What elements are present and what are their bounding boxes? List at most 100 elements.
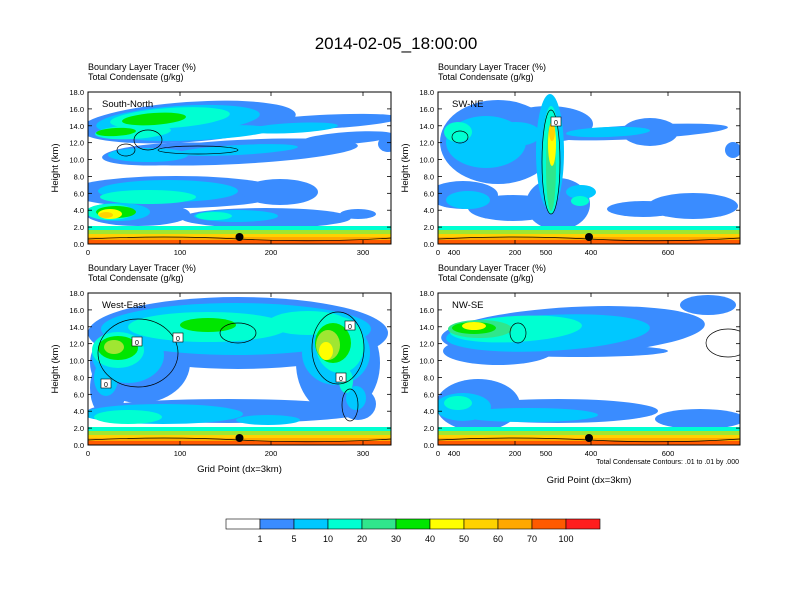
y-tick-label: 2.0 <box>74 223 84 232</box>
x-tick-label: 500 <box>540 248 553 257</box>
field <box>438 293 740 445</box>
plot-frame <box>87 91 392 245</box>
colorbar-swatch <box>361 518 397 530</box>
y-tick-label: 0.0 <box>74 240 84 249</box>
field-level <box>319 342 333 360</box>
y-tick-label: 0.0 <box>74 441 84 450</box>
y-tick-label: 4.0 <box>74 206 84 215</box>
colorbar-swatch <box>497 518 533 530</box>
x-tick-label: 100 <box>174 449 187 458</box>
x-axis-label: Grid Point (dx=3km) <box>197 464 282 475</box>
contour-label-text: 0 <box>135 340 139 347</box>
colorbar-label: 20 <box>357 534 367 544</box>
x-axis-label: Grid Point (dx=3km) <box>547 475 632 486</box>
location-marker <box>235 434 244 442</box>
y-tick-label: 8.0 <box>424 172 434 181</box>
y-tick-label: 4.0 <box>74 407 84 416</box>
panel-title-line1: Boundary Layer Tracer (%) <box>438 62 546 72</box>
y-tick-label: 10.0 <box>419 357 434 366</box>
panel-title-line2: Total Condensate (g/kg) <box>88 273 184 283</box>
contour-label-text: 0 <box>104 382 108 389</box>
location-marker <box>235 233 244 241</box>
colorbar-label: 40 <box>425 534 435 544</box>
colorbar-label: 5 <box>291 534 296 544</box>
y-tick-label: 8.0 <box>74 172 84 181</box>
contour-label-text: 0 <box>554 120 558 127</box>
x-tick-label: 100 <box>174 248 187 257</box>
y-axis-label: Height (km) <box>400 143 411 192</box>
panel-title-line1: Boundary Layer Tracer (%) <box>88 263 196 273</box>
field <box>88 92 391 244</box>
y-tick-label: 2.0 <box>74 424 84 433</box>
panel-1: 0.0 2.0 4.0 6.0 8.0 10.0 12.0 14.0 16.0 18.0 0 100 2… <box>50 62 552 257</box>
y-tick-label: 6.0 <box>424 189 434 198</box>
plot-area: 00.02.04.06.08.010.012.014.016.018.00 200… <box>419 88 741 257</box>
y-tick-label: 0.0 <box>424 240 434 249</box>
y-axis-label: Height (km) <box>400 344 411 393</box>
y-tick-label: 14.0 <box>69 323 84 332</box>
plot-area: 000000.02.04.06.08.010.012.014.016.018.0… <box>69 289 552 458</box>
y-tick-label: 12.0 <box>419 340 434 349</box>
x-tick-label: 0 <box>436 449 440 458</box>
contour-label: 0 <box>100 378 112 389</box>
plot-frame <box>437 91 741 245</box>
y-tick-label: 6.0 <box>74 189 84 198</box>
x-tick-label: 500 <box>540 449 553 458</box>
contour-label: 0 <box>335 372 347 383</box>
colorbar-label: 30 <box>391 534 401 544</box>
colorbar-swatch <box>429 518 465 530</box>
y-tick-label: 4.0 <box>424 206 434 215</box>
colorbar-label: 50 <box>459 534 469 544</box>
x-tick-label: 200 <box>509 248 522 257</box>
panel-title-line1: Boundary Layer Tracer (%) <box>438 263 546 273</box>
field-level <box>462 322 486 330</box>
panels: 0.0 2.0 4.0 6.0 8.0 10.0 12.0 14.0 16.0 18.0 0 100 2… <box>50 62 741 486</box>
x-tick-label: 400 <box>585 449 598 458</box>
colorbar-label: 10 <box>323 534 333 544</box>
y-tick-label: 6.0 <box>74 390 84 399</box>
panel-3: 000000.02.04.06.08.010.012.014.016.018.0… <box>50 263 552 475</box>
y-axis-label: Height (km) <box>50 344 61 393</box>
x-tick-label: 300 <box>357 449 370 458</box>
colorbar-label: 60 <box>493 534 503 544</box>
colorbar-swatch <box>531 518 567 530</box>
field-level <box>549 123 555 141</box>
contour-label: 0 <box>131 336 143 347</box>
contour-label: 0 <box>344 320 356 331</box>
y-tick-label: 18.0 <box>419 88 434 97</box>
contour-label-text: 0 <box>339 376 343 383</box>
y-tick-label: 16.0 <box>419 105 434 114</box>
y-tick-label: 16.0 <box>69 105 84 114</box>
x-tick-label: 300 <box>357 248 370 257</box>
x-tick-label: 200 <box>265 449 278 458</box>
x-tick-label: 400 <box>585 248 598 257</box>
colorbar: 1 5 10 20 30 40 50 60 70 100 <box>225 518 601 544</box>
y-tick-label: 14.0 <box>419 323 434 332</box>
panel-label: SW-NE <box>452 99 484 110</box>
panel-2: 00.02.04.06.08.010.012.014.016.018.00 200… <box>400 62 741 257</box>
plot-area: 0.0 2.0 4.0 6.0 8.0 10.0 12.0 14.0 16.0 18.0 0 100 2… <box>69 88 553 257</box>
colorbar-swatch <box>463 518 499 530</box>
y-tick-label: 18.0 <box>69 289 84 298</box>
field <box>88 293 391 445</box>
field <box>438 92 740 244</box>
contour-label: 0 <box>550 116 562 127</box>
y-tick-label: 2.0 <box>424 223 434 232</box>
panel-title-line2: Total Condensate (g/kg) <box>438 72 534 82</box>
y-tick-label: 10.0 <box>69 156 84 165</box>
plot-frame <box>437 292 741 446</box>
y-tick-label: 10.0 <box>69 357 84 366</box>
colorbar-swatch <box>259 518 295 530</box>
y-tick-label: 8.0 <box>74 373 84 382</box>
contour-note: Total Condensate Contours: .01 to .01 by… <box>596 459 739 466</box>
y-tick-label: 6.0 <box>424 390 434 399</box>
y-tick-label: 12.0 <box>69 340 84 349</box>
colorbar-swatch <box>225 518 261 530</box>
y-tick-label: 0.0 <box>424 441 434 450</box>
y-tick-label: 14.0 <box>419 122 434 131</box>
x-tick-label: 400 <box>448 248 461 257</box>
y-tick-label: 14.0 <box>69 122 84 131</box>
x-tick-label: 600 <box>662 449 675 458</box>
colorbar-swatch <box>293 518 329 530</box>
